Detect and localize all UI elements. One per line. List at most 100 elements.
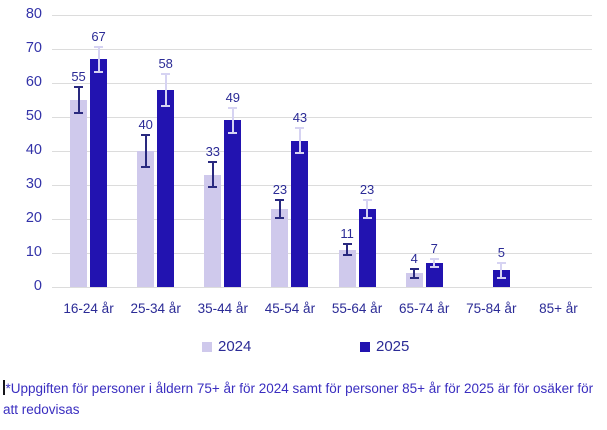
- gridline: [52, 185, 592, 186]
- plot-area: 55 67 40 58 33 49 23 43 11 23 4 7 5: [52, 15, 592, 288]
- value-label: 23: [272, 181, 288, 197]
- error-bar: [231, 106, 234, 134]
- gridline: [52, 117, 592, 118]
- gridline: [52, 151, 592, 152]
- value-label: 7: [430, 241, 438, 257]
- error-bar: [433, 258, 436, 269]
- value-label: 4: [410, 251, 418, 267]
- bar-2025: [90, 59, 108, 287]
- bar-2024: [137, 151, 155, 287]
- value-label: 5: [497, 244, 505, 260]
- footnote[interactable]: *Uppgiften för personer i åldern 75+ år …: [3, 378, 594, 420]
- value-label: 11: [340, 225, 354, 241]
- error-bar-cap: [208, 161, 218, 164]
- y-tick-label: 40: [25, 142, 42, 158]
- bar-2025: [157, 89, 175, 287]
- legend-label-2024: 2024: [218, 338, 252, 355]
- error-bar-cap: [141, 166, 151, 168]
- x-tick-label: 75-84 år: [466, 301, 517, 316]
- error-bar: [413, 268, 416, 279]
- bar-2024: [70, 100, 88, 287]
- error-bar-cap: [275, 198, 285, 201]
- value-label: 40: [138, 117, 153, 132]
- bar-2025: [358, 208, 376, 287]
- error-bar: [500, 261, 503, 279]
- legend-label-2025: 2025: [376, 338, 410, 355]
- error-bar-cap: [94, 45, 104, 48]
- x-tick-label: 45-54 år: [264, 301, 316, 316]
- error-bar-cap: [208, 186, 218, 189]
- x-tick-label: 65-74 år: [399, 301, 450, 316]
- value-label: 43: [292, 110, 308, 126]
- error-bar-cap: [141, 134, 151, 136]
- error-bar-cap: [228, 106, 238, 109]
- value-label: 67: [91, 28, 106, 44]
- error-bar-cap: [342, 254, 352, 257]
- x-tick-label: 55-64 år: [331, 301, 383, 316]
- bar-2024: [204, 174, 222, 287]
- y-tick-label: 80: [25, 6, 42, 22]
- error-bar-cap: [295, 127, 305, 130]
- error-bar-cap: [409, 276, 419, 279]
- x-tick-label: 25-34 år: [130, 301, 181, 316]
- value-label: 55: [71, 69, 86, 85]
- gridline: [52, 253, 592, 254]
- error-bar-cap: [342, 242, 352, 245]
- error-bar: [77, 86, 80, 114]
- error-bar-cap: [74, 86, 84, 89]
- x-tick-label: 85+ år: [539, 301, 578, 316]
- value-label: 23: [359, 181, 375, 197]
- error-bar-cap: [429, 266, 439, 269]
- legend-swatch-2025: [360, 341, 370, 352]
- error-bar: [97, 45, 100, 73]
- footnote-text: *Uppgiften för personer i åldern 75+ år …: [3, 381, 594, 417]
- legend-item-2024[interactable]: 2024: [202, 338, 251, 355]
- y-tick-label: 30: [25, 176, 42, 192]
- text-caret: [3, 380, 5, 395]
- gridline: [52, 287, 592, 288]
- y-tick-label: 20: [25, 210, 42, 226]
- error-bar-cap: [275, 217, 285, 219]
- error-bar-cap: [362, 217, 372, 219]
- gridline: [52, 83, 592, 84]
- error-bar-cap: [429, 258, 439, 261]
- bar-2025: [425, 263, 443, 287]
- bar-2024: [271, 208, 289, 287]
- error-bar-cap: [362, 198, 372, 201]
- error-bar-cap: [228, 132, 238, 134]
- bar-2025: [291, 140, 309, 287]
- error-bar-cap: [161, 104, 171, 107]
- x-tick-label: 35-44 år: [197, 301, 248, 316]
- error-bar: [278, 198, 281, 219]
- error-bar: [298, 127, 301, 155]
- error-bar: [366, 198, 369, 219]
- y-tick-label: 0: [33, 278, 42, 294]
- legend-item-2025[interactable]: 2025: [360, 338, 409, 355]
- error-bar-cap: [94, 70, 104, 73]
- error-bar-cap: [409, 268, 419, 271]
- error-bar-cap: [74, 111, 84, 114]
- gridline: [52, 219, 592, 220]
- error-bar-cap: [496, 276, 506, 279]
- bar-2025: [492, 270, 510, 287]
- x-tick-label: 16-24 år: [63, 301, 114, 316]
- y-tick-label: 70: [25, 40, 42, 56]
- error-bar: [144, 134, 147, 168]
- gridline: [52, 49, 592, 50]
- bar-2025: [224, 120, 242, 287]
- gridline: [52, 15, 592, 16]
- bar-2024: [338, 249, 356, 287]
- error-bar: [346, 242, 349, 257]
- value-label: 49: [225, 89, 241, 105]
- error-bar-cap: [496, 261, 506, 264]
- y-tick-label: 50: [25, 108, 42, 124]
- error-bar: [164, 72, 167, 107]
- value-label: 33: [205, 144, 221, 160]
- y-tick-label: 60: [25, 74, 42, 90]
- legend-swatch-2024: [202, 341, 212, 352]
- y-tick-label: 10: [25, 244, 42, 260]
- error-bar-cap: [295, 152, 305, 155]
- value-label: 58: [158, 55, 173, 71]
- error-bar-cap: [161, 72, 171, 75]
